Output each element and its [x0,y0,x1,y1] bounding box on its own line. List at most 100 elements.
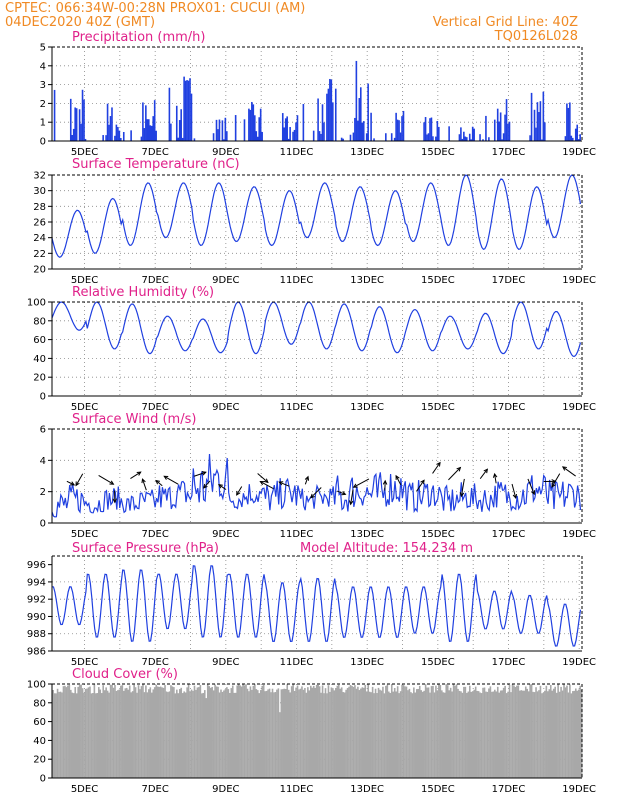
cloud-bar [270,692,272,778]
cloud-bar [264,691,266,778]
wind-arrow-head [382,479,388,485]
cloud-bar [482,687,484,778]
cloud-bar [127,689,130,778]
wind-arrow-head [136,471,142,476]
precip-bar [120,138,122,141]
y-tick-label: 80 [33,316,46,327]
precip-bar [117,126,119,141]
cloud-bar [362,687,365,778]
cloud-bar [452,684,455,778]
cloud-bar [443,692,446,778]
cloud-bar [223,690,225,778]
precip-bar [365,133,368,141]
cloud-bar [494,689,496,778]
precip-bar [320,133,322,141]
cloud-bar [339,688,342,778]
y-tick-label: 40 [33,354,46,365]
cloud-bar [367,684,370,778]
cloud-bar [357,686,359,778]
cloud-bar [395,691,397,778]
precip-bar [146,119,149,141]
cloud-bar [108,692,110,778]
wind-arrow [142,478,147,491]
cloud-bar [190,689,193,778]
precip-bar [432,136,434,141]
precip-bar [390,133,393,141]
cloud-bar [153,687,156,778]
precip-bar [170,123,172,141]
cloud-bar [507,691,509,778]
y-tick-label: 80 [33,698,46,709]
cloud-bar [161,687,163,778]
cloud-bar [215,686,218,778]
y-tick-label: 988 [27,629,46,640]
cloud-bar [471,691,474,778]
wind-arrow-head [459,492,465,498]
cloud-bar [184,692,187,778]
cloud-bar [351,685,353,778]
cloud-bar [308,690,311,778]
y-tick-label: 32 [33,171,46,182]
precip-bar [75,108,78,141]
cloud-bar [513,685,515,778]
cloud-bar [296,685,299,778]
panel-cloud-cover: Cloud Cover (%) 0 20 40 60 80 100 5DEC 7DEC 9DEC 1… [27,667,596,795]
precip-bar [149,125,152,141]
y-tick-label: 992 [27,595,46,606]
precip-bar [471,126,474,141]
cloud-bar [171,686,174,778]
cloud-bar [479,692,481,778]
precip-bar [122,131,125,141]
header-date: 04DEC2020 40Z (GMT) [5,15,155,30]
precip-bar [355,60,358,141]
wind-arrow-head [155,479,161,485]
panel-pressure: Surface Pressure (hPa) 986 988 990 992 994 996… [27,541,596,668]
cloud-bar [58,691,60,778]
cloud-bar [109,684,112,778]
wind-arrow [395,475,402,486]
precip-bar [373,138,375,141]
precip-bar [293,129,296,141]
cloud-bar [274,692,277,778]
cloud-bar [123,690,125,778]
wind-arrow [304,476,309,485]
precip-bar [468,133,471,141]
wind-arrow [551,473,561,488]
wind-arrow [130,471,141,479]
cloud-bar [155,684,158,778]
cloud-bar [577,689,580,778]
wind-arrow-head [201,471,207,476]
precip-bar [507,123,509,141]
wind-arrow [66,480,75,486]
cloud-bar [233,692,236,778]
wind-arrow-head [109,480,115,485]
precip-bar [80,123,82,141]
x-tick-label: 17DEC [492,275,526,286]
wind-arrow [448,467,461,481]
wind-arrow-head [436,461,441,467]
cloud-bar [564,687,567,778]
cloud-bar [361,687,364,778]
wind-arrow-head [202,483,208,489]
cloud-bar [476,690,478,778]
precip-bar [258,117,261,141]
precip-bar [569,102,571,141]
cloud-bar [159,686,162,778]
precip-bar [463,131,465,141]
cloud-bar [402,685,405,778]
cloud-bar [467,691,470,778]
cloud-bar [180,687,183,778]
cloud-bar [548,689,551,778]
cloud-bar [523,690,526,778]
cloud-bar [386,684,389,778]
series-line-pressure [51,565,582,647]
cloud-bar [389,692,392,778]
cloud-bar [517,685,520,778]
cloud-bar [62,686,65,778]
cloud-bar [78,685,81,778]
y-tick-label: 994 [27,577,46,588]
precip-bar [248,108,250,141]
precip-bar [189,78,191,141]
cloud-bar [379,689,381,778]
cloud-bar [254,684,256,778]
